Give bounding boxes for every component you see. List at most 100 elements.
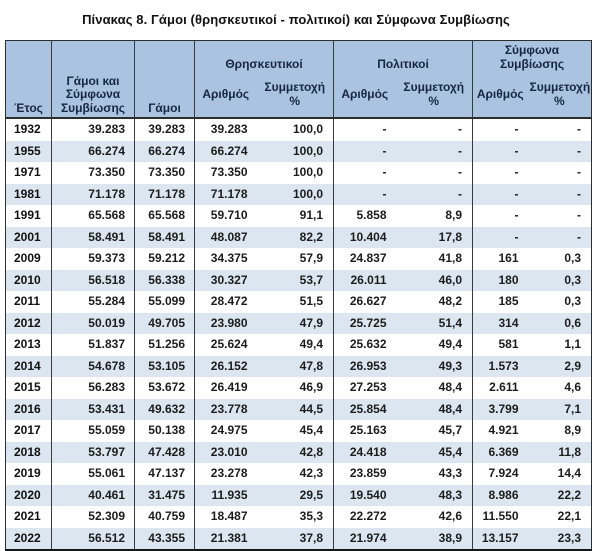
value-cell: 54.678	[51, 355, 135, 377]
value-cell: 53,7	[256, 269, 335, 291]
value-cell: 3.799	[488, 401, 519, 416]
value-cell: 14,4	[557, 466, 582, 480]
value-cell: 48.087	[210, 229, 248, 244]
value-cell: 49.705	[134, 312, 195, 334]
value-cell: 48,2	[395, 291, 474, 313]
table-title: Πίνακας 8. Γάμοι (θρησκευτικοί - πολιτικ…	[82, 12, 510, 27]
value-cell: 51,5	[256, 291, 335, 313]
value-cell: 0,6	[564, 315, 582, 330]
value-cell: 37,8	[256, 527, 335, 551]
year-cell: 2011	[5, 291, 52, 313]
value-cell: -	[514, 122, 519, 136]
table-row: 2019 55.061 47.137 23.278 42,3 23.859 43,3 7.92…	[5, 463, 592, 485]
value-cell: 22.272	[349, 509, 387, 523]
value-cell: 161	[498, 251, 519, 265]
value-cell: 4,6	[564, 380, 582, 394]
value-cell: 0,3	[564, 272, 582, 287]
table-row: 2020 40.461 31.475 11.935 29,5 19.540 48,3 8.98…	[5, 484, 592, 506]
value-cell: 40.759	[134, 506, 195, 528]
table-row: 2009 59.373 59.212 34.375 57,9 24.837 41,8 161 0…	[5, 248, 592, 270]
year-cell: 1981	[5, 183, 52, 205]
year-cell: 2020	[5, 484, 52, 506]
value-cell: 314	[498, 315, 519, 330]
value-cell: 53.672	[134, 377, 195, 399]
value-cell: 180	[498, 272, 519, 287]
value-cell: -	[514, 186, 519, 201]
table-row: 2016 53.431 49.632 23.778 44,5 25.854 48,4 3.79…	[5, 398, 592, 420]
value-cell: 49,3	[395, 355, 474, 377]
header-year: Έτος	[5, 40, 52, 118]
table-row: 2017 55.059 50.138 24.975 45,4 25.163 45,7 4.92…	[5, 420, 592, 442]
value-cell: -	[382, 165, 387, 179]
table-row: 2022 56.512 43.355 21.381 37,8 21.974 38,9 13.1…	[5, 527, 592, 551]
value-cell: 29,5	[256, 484, 335, 506]
value-cell: 21.974	[349, 530, 387, 545]
table-row: 2014 54.678 53.105 26.152 47,8 26.953 49,3 1.57…	[5, 355, 592, 377]
value-cell: 42,6	[395, 506, 474, 528]
value-cell: 27.253	[349, 380, 387, 394]
value-cell: 35,3	[256, 506, 335, 528]
year-cell: 2012	[5, 312, 52, 334]
value-cell: 100,0	[256, 140, 335, 162]
value-cell: 100,0	[256, 183, 335, 205]
table-row: 2011 55.284 55.099 28.472 51,5 26.627 48,2 185 0…	[5, 291, 592, 313]
value-cell: 58.491	[134, 226, 195, 248]
value-cell: 53.797	[51, 441, 135, 463]
value-cell: 49.632	[134, 398, 195, 420]
year-cell: 2022	[5, 527, 52, 551]
value-cell: 38,9	[395, 527, 474, 551]
value-cell: 11.550	[482, 509, 519, 523]
year-cell: 2021	[5, 506, 52, 528]
value-cell: 48,4	[395, 398, 474, 420]
value-cell: 55.059	[51, 420, 135, 442]
year-cell: 2001	[5, 226, 52, 248]
value-cell: 71.178	[51, 183, 135, 205]
value-cell: 19.540	[349, 487, 387, 502]
header-group-religious: Θρησκευτικοί	[194, 40, 335, 73]
value-cell: 46,0	[395, 269, 474, 291]
value-cell: -	[514, 229, 519, 244]
value-cell: 17,8	[395, 226, 474, 248]
value-cell: 55.061	[51, 463, 135, 485]
value-cell: -	[395, 183, 474, 205]
value-cell: 6.369	[488, 444, 519, 459]
value-cell: -	[577, 143, 582, 158]
value-cell: 26.627	[349, 294, 387, 308]
value-cell: 26.419	[210, 380, 248, 394]
value-cell: 22,2	[557, 487, 582, 502]
value-cell: 65.568	[134, 205, 195, 227]
value-cell: 71.178	[210, 186, 248, 201]
value-cell: 45,4	[256, 420, 335, 442]
value-cell: 73.350	[210, 165, 248, 179]
value-cell: 66.274	[210, 143, 248, 158]
value-cell: 28.472	[210, 294, 248, 308]
value-cell: 185	[498, 294, 519, 308]
header-marriages: Γάμοι	[134, 40, 195, 118]
year-cell: 2010	[5, 269, 52, 291]
value-cell: 53.431	[51, 398, 135, 420]
value-cell: 0,3	[564, 294, 582, 308]
value-cell: 25.632	[349, 337, 387, 351]
header-group-cohabitation: Σύμφωνα Συμβίωσης	[472, 40, 592, 73]
value-cell: 50.019	[51, 312, 135, 334]
header-civil-share: Συμμετοχή %	[395, 73, 474, 118]
value-cell: -	[577, 186, 582, 201]
value-cell: 8.986	[488, 487, 519, 502]
value-cell: 13.157	[481, 530, 519, 545]
value-cell: 42,8	[256, 441, 335, 463]
value-cell: 73.350	[51, 162, 135, 184]
value-cell: 100,0	[256, 162, 335, 184]
table-row: 2015 56.283 53.672 26.419 46,9 27.253 48,4 2.61…	[5, 377, 592, 399]
year-cell: 2019	[5, 463, 52, 485]
value-cell: 41,8	[395, 248, 474, 270]
value-cell: -	[382, 186, 387, 201]
value-cell: 100,0	[256, 118, 335, 141]
table-row: 2018 53.797 47.428 23.010 42,8 24.418 45,4 6.36…	[5, 441, 592, 463]
value-cell: 34.375	[210, 251, 248, 265]
value-cell: 73.350	[134, 162, 195, 184]
value-cell: 22,1	[557, 509, 582, 523]
year-cell: 2016	[5, 398, 52, 420]
table-row: 2021 52.309 40.759 18.487 35,3 22.272 42,6 11.5…	[5, 506, 592, 528]
value-cell: 1,1	[564, 337, 582, 351]
value-cell: 18.487	[210, 509, 248, 523]
